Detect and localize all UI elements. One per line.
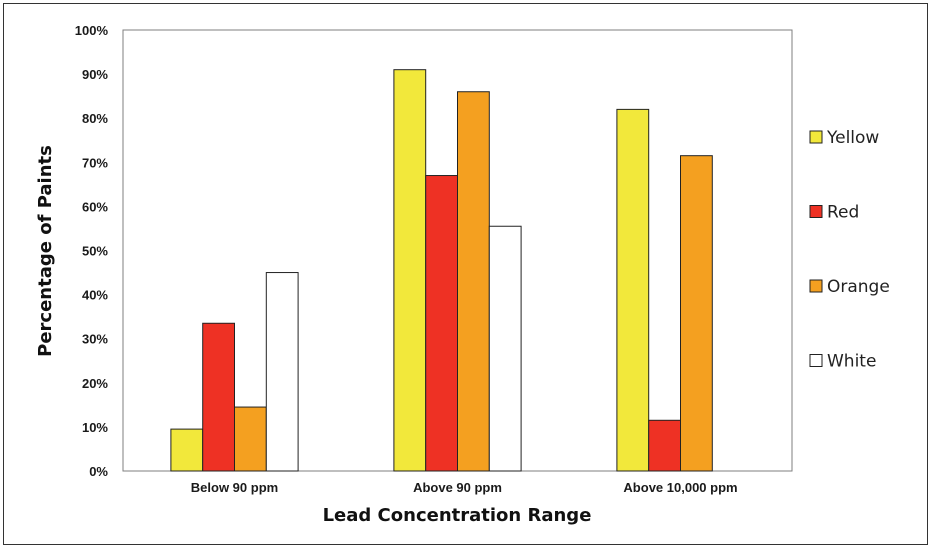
x-axis-title: Lead Concentration Range	[323, 505, 592, 526]
y-tick-label: 30%	[82, 332, 108, 347]
legend-label: White	[827, 352, 876, 372]
bar-yellow	[616, 108, 650, 472]
y-tick-label: 70%	[82, 155, 108, 170]
y-tick-label: 0%	[89, 464, 108, 479]
x-tick-label: Below 90 ppm	[191, 480, 278, 495]
legend-label: Yellow	[826, 128, 879, 148]
bar-yellow	[393, 69, 427, 472]
legend-swatch	[809, 354, 823, 367]
y-tick-label: 100%	[75, 23, 109, 38]
legend-swatch	[809, 130, 823, 144]
legend-swatch	[809, 279, 823, 293]
bar-white	[488, 225, 522, 472]
legend: Yellow Red Orange White	[809, 128, 890, 372]
bar-orange	[234, 406, 267, 472]
y-tick-label: 10%	[82, 420, 108, 435]
y-tick-label: 80%	[82, 111, 108, 126]
legend-label: Orange	[827, 277, 890, 297]
bar-red	[202, 322, 235, 472]
bar-red	[425, 175, 459, 472]
y-tick-label: 20%	[82, 376, 108, 391]
bar-orange	[457, 91, 490, 472]
x-tick-label: Above 10,000 ppm	[623, 480, 737, 495]
y-tick-label: 90%	[82, 67, 108, 82]
y-axis-ticks: 0% 10% 20% 30% 40% 50% 60% 70% 80% 90% 100%	[75, 23, 109, 479]
y-axis-title: Percentage of Paints	[35, 145, 56, 357]
y-tick-label: 50%	[82, 244, 108, 259]
bar-yellow	[170, 428, 204, 472]
bars-group	[170, 69, 713, 472]
legend-swatch	[809, 205, 823, 218]
x-axis-ticks: Below 90 ppm Above 90 ppm Above 10,000 ppm	[191, 480, 738, 495]
y-tick-label: 40%	[82, 288, 108, 303]
legend-item: Yellow	[809, 128, 879, 148]
legend-item: Orange	[809, 277, 890, 297]
bar-white	[265, 272, 299, 472]
bar-orange	[680, 155, 713, 472]
legend-label: Red	[827, 203, 859, 223]
legend-item: Red	[809, 203, 859, 223]
bar-red	[648, 419, 682, 472]
legend-item: White	[809, 352, 876, 372]
y-tick-label: 60%	[82, 199, 108, 214]
x-tick-label: Above 90 ppm	[413, 480, 502, 495]
